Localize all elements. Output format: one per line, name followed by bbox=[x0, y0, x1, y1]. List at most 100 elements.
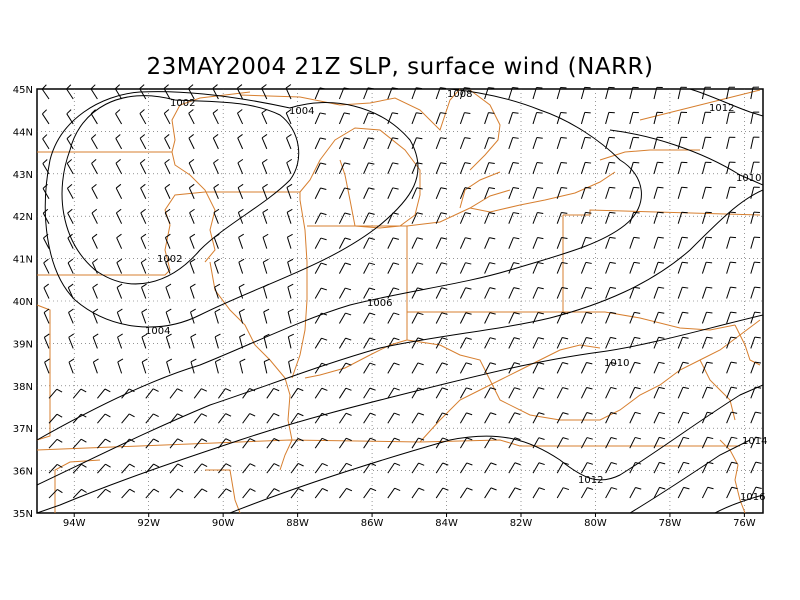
wind-barb bbox=[605, 211, 616, 224]
wind-barb bbox=[165, 333, 172, 349]
wind-barb bbox=[238, 283, 245, 299]
wind-barb bbox=[484, 362, 497, 374]
wind-barb bbox=[387, 487, 401, 499]
wind-barb bbox=[629, 211, 640, 224]
wind-barb bbox=[338, 187, 351, 199]
wind-barb bbox=[387, 237, 399, 249]
wind-barb bbox=[288, 358, 295, 374]
wind-barb bbox=[212, 134, 219, 150]
wind-barb bbox=[139, 158, 147, 175]
wind-barb bbox=[653, 361, 665, 374]
wind-barb bbox=[532, 137, 543, 150]
wind-barb bbox=[484, 437, 497, 449]
wind-barb bbox=[48, 413, 63, 424]
wind-barb bbox=[285, 109, 292, 125]
wind-barb bbox=[580, 186, 592, 199]
wind-barb bbox=[363, 337, 376, 349]
wind-barb bbox=[653, 436, 666, 449]
wind-barb bbox=[363, 387, 376, 399]
wind-barb bbox=[484, 412, 497, 424]
wind-barb bbox=[338, 162, 351, 175]
boundary-line bbox=[419, 344, 601, 443]
wind-barb bbox=[750, 236, 761, 249]
wind-barb bbox=[677, 486, 690, 499]
wind-barb bbox=[261, 134, 268, 150]
wind-barb bbox=[164, 208, 171, 224]
wind-barb bbox=[218, 463, 232, 474]
wind-barb bbox=[629, 261, 640, 274]
wind-barb bbox=[532, 362, 545, 374]
wind-barb bbox=[750, 286, 761, 299]
wind-barb bbox=[212, 109, 219, 125]
wind-barb bbox=[484, 187, 496, 199]
wind-barb bbox=[363, 487, 377, 499]
wind-barb bbox=[484, 462, 497, 474]
wind-barb bbox=[141, 283, 147, 299]
wind-barb bbox=[314, 412, 328, 424]
wind-barb bbox=[484, 162, 495, 174]
wind-barb bbox=[43, 258, 50, 274]
wind-barb bbox=[726, 336, 737, 349]
boundary-line bbox=[36, 439, 740, 451]
wind-barb bbox=[556, 387, 569, 399]
y-tick-label: 42N bbox=[13, 212, 33, 223]
wind-barb bbox=[435, 112, 447, 125]
wind-barb bbox=[629, 361, 641, 374]
wind-barb bbox=[188, 134, 195, 150]
wind-barb bbox=[140, 208, 147, 224]
wind-barb bbox=[459, 87, 471, 100]
boundary-line bbox=[205, 191, 301, 200]
wind-barb bbox=[605, 86, 615, 100]
wind-barb bbox=[314, 87, 326, 100]
wind-barb bbox=[677, 436, 690, 449]
wind-barb bbox=[91, 208, 98, 224]
wind-barb bbox=[653, 161, 664, 174]
wind-barb bbox=[314, 312, 328, 324]
wind-barb bbox=[363, 462, 377, 474]
wind-barb bbox=[556, 412, 569, 424]
wind-barb bbox=[653, 286, 665, 299]
wind-barb bbox=[411, 412, 425, 424]
wind-barb bbox=[459, 437, 473, 449]
wind-barb bbox=[484, 87, 495, 100]
wind-barb bbox=[237, 158, 244, 175]
wind-barb bbox=[435, 287, 448, 299]
wind-barb bbox=[42, 134, 50, 150]
wind-barb bbox=[214, 283, 221, 299]
wind-barb bbox=[459, 337, 472, 349]
wind-barb bbox=[387, 262, 400, 274]
wind-barb bbox=[435, 387, 449, 399]
wind-barb bbox=[508, 337, 521, 349]
contour-label: 1016 bbox=[740, 492, 765, 503]
wind-barb bbox=[605, 487, 618, 499]
wind-barb bbox=[193, 438, 208, 449]
isobar-1002 bbox=[61, 95, 300, 285]
wind-barb bbox=[387, 162, 399, 175]
y-axis-ticks: 45N 44N 43N 42N 41N 40N 39N 38N 37N 36N 35N bbox=[13, 85, 33, 520]
wind-barb bbox=[580, 437, 593, 449]
wind-barb bbox=[188, 84, 195, 100]
wind-barb bbox=[92, 333, 99, 349]
wind-barb bbox=[387, 212, 399, 224]
wind-barb bbox=[556, 136, 567, 150]
wind-barb bbox=[629, 311, 641, 324]
wind-barb bbox=[532, 437, 545, 449]
contour-label: 1012 bbox=[709, 103, 734, 114]
wind-barb bbox=[653, 236, 664, 249]
wind-barb bbox=[580, 161, 592, 174]
wind-barb bbox=[556, 211, 568, 224]
wind-barb bbox=[508, 462, 521, 474]
wind-barb bbox=[411, 137, 423, 150]
wind-barb bbox=[653, 311, 665, 324]
wind-barb bbox=[750, 111, 760, 125]
wind-barb bbox=[701, 411, 714, 424]
wind-barb bbox=[140, 258, 147, 274]
wind-barb bbox=[701, 111, 712, 125]
slp-contours bbox=[36, 88, 764, 514]
graticule bbox=[37, 89, 763, 513]
isobar-1008 bbox=[36, 189, 764, 486]
wind-barb bbox=[556, 111, 567, 125]
wind-barb bbox=[605, 286, 617, 299]
wind-barb bbox=[121, 413, 135, 424]
wind-barb bbox=[653, 111, 663, 125]
